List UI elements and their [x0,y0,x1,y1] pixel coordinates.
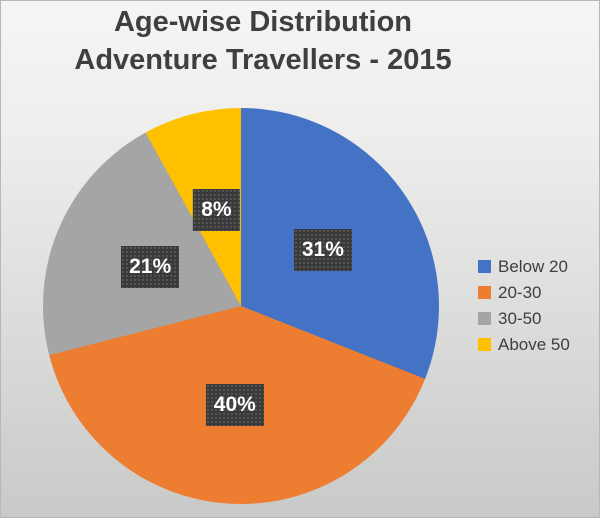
legend: Below 20 20-30 30-50 Above 50 [478,253,570,357]
legend-label-20-30: 20-30 [498,282,542,302]
slice-label-20-30: 40% [205,383,264,426]
legend-item-20-30: 20-30 [478,279,570,305]
legend-swatch-below-20 [478,259,491,273]
chart-title-line-2: Adventure Travellers - 2015 [74,44,452,76]
slice-label-above-50: 8% [193,189,240,232]
legend-item-above-50: Above 50 [478,331,570,357]
legend-swatch-above-50 [478,337,491,351]
chart-title-line-1: Age-wise Distribution [113,6,413,38]
pie-chart [43,108,439,504]
legend-label-below-20: Below 20 [498,256,568,276]
legend-item-below-20: Below 20 [478,253,570,279]
legend-swatch-20-30 [478,285,491,299]
legend-swatch-30-50 [478,311,491,325]
chart-title: Age-wise Distribution Adventure Travelle… [1,3,525,79]
legend-label-above-50: Above 50 [498,334,570,354]
legend-label-30-50: 30-50 [498,308,542,328]
slice-label-30-50: 21% [121,245,180,288]
legend-item-30-50: 30-50 [478,305,570,331]
slice-label-below-20: 31% [293,229,352,272]
